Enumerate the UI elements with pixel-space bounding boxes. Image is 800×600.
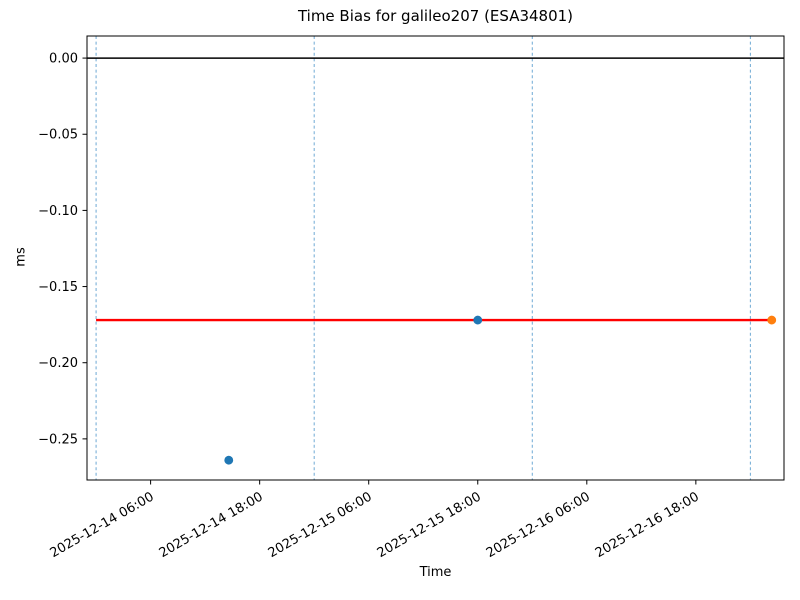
y-tick-label: −0.05 bbox=[38, 128, 78, 143]
latest-bias-point bbox=[767, 315, 777, 325]
x-tick-label: 2025-12-16 18:00 bbox=[593, 489, 702, 561]
y-tick-label: −0.15 bbox=[38, 280, 78, 295]
y-tick-label: −0.20 bbox=[38, 356, 78, 371]
data-points-group bbox=[224, 315, 777, 465]
x-tick-label: 2025-12-15 06:00 bbox=[266, 489, 375, 561]
observed-bias-points bbox=[224, 455, 234, 465]
y-tick-label: 0.00 bbox=[49, 52, 78, 67]
chart-title: Time Bias for galileo207 (ESA34801) bbox=[297, 7, 574, 25]
day-boundary-gridlines bbox=[95, 36, 751, 480]
plot-border bbox=[86, 35, 785, 481]
observed-bias-points bbox=[473, 315, 483, 325]
axes-spines bbox=[86, 35, 785, 481]
y-ticks-group: 0.00 −0.05 −0.10 −0.15 −0.20 −0.25 bbox=[38, 52, 87, 447]
x-tick-label: 2025-12-15 18:00 bbox=[375, 489, 484, 561]
x-ticks-group: 2025-12-14 06:00 2025-12-14 18:00 2025-12-… bbox=[48, 480, 702, 561]
y-axis-label: ms bbox=[13, 247, 29, 267]
x-axis-label: Time bbox=[419, 565, 452, 580]
y-tick-label: −0.25 bbox=[38, 432, 78, 447]
x-tick-label: 2025-12-16 06:00 bbox=[484, 489, 593, 561]
x-tick-label: 2025-12-14 06:00 bbox=[48, 489, 157, 561]
y-tick-label: −0.10 bbox=[38, 204, 78, 219]
x-tick-label: 2025-12-14 18:00 bbox=[157, 489, 266, 561]
